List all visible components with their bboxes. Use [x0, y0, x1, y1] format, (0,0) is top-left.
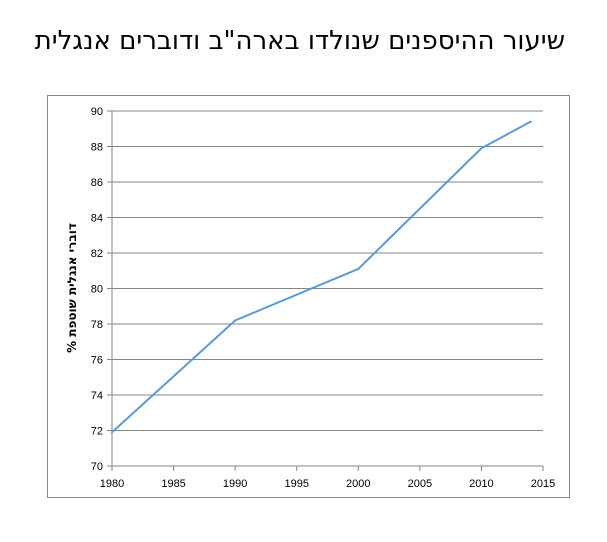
y-tick-label: 70 — [91, 461, 103, 473]
y-tick-label: 74 — [91, 390, 103, 402]
x-tick-label: 2000 — [346, 478, 370, 490]
gridlines — [112, 110, 543, 431]
y-axis-title: % דוברי אנגלית שוטפת — [65, 223, 79, 353]
y-tick-label: 86 — [91, 177, 103, 189]
y-tick-label: 82 — [91, 248, 103, 260]
tick-labels: 70 72 74 76 78 80 82 84 86 88 90 1980 1985 1990 1995 20… — [91, 106, 555, 490]
x-tick-label: 2015 — [531, 478, 555, 490]
x-tick-label: 1990 — [223, 478, 247, 490]
x-tick-label: 1995 — [284, 478, 308, 490]
x-tick-label: 1980 — [100, 478, 124, 490]
y-tick-label: 72 — [91, 426, 103, 438]
y-tick-label: 90 — [91, 106, 103, 118]
chart-frame — [47, 95, 570, 498]
y-tick-label: 76 — [91, 355, 103, 367]
y-tick-label: 80 — [91, 284, 103, 296]
x-tick-label: 1985 — [161, 478, 185, 490]
series-line — [111, 120, 532, 434]
chart-title: שיעור ההיספנים שנולדו בארה"ב ודוברים אנג… — [34, 26, 565, 56]
y-tick-label: 88 — [91, 142, 103, 154]
axes — [107, 110, 544, 471]
x-tick-label: 2005 — [408, 478, 432, 490]
y-tick-label: 84 — [91, 213, 103, 225]
x-tick-label: 2010 — [469, 478, 493, 490]
y-tick-label: 78 — [91, 319, 103, 331]
series-layer — [111, 120, 532, 434]
